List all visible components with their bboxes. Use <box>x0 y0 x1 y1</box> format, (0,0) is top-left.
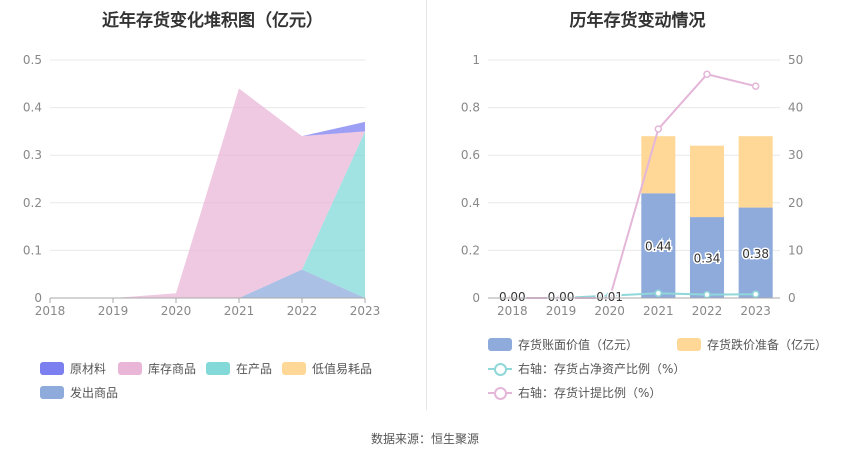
line-point <box>703 70 711 79</box>
x-tick-label: 2021 <box>224 304 255 318</box>
legend-label: 右轴：存货计提比例（%） <box>518 386 662 400</box>
right-chart-panel: 历年存货变动情况 0 0.2 0.4 0.6 0.8 1 0 10 20 30 40 50 0.00 0.… <box>425 0 850 420</box>
legend-label: 存货跌价准备（亿元） <box>707 338 828 352</box>
legend-item[interactable]: 发出商品 <box>40 384 118 401</box>
panel-divider <box>426 0 427 410</box>
legend-label: 发出商品 <box>70 386 119 400</box>
y-left-tick-label: 0.4 <box>461 196 480 210</box>
line-point <box>654 289 663 297</box>
x-tick-label: 2018 <box>35 304 66 318</box>
y-tick-label: 0.3 <box>23 148 42 162</box>
y-right-tick-label: 10 <box>788 243 803 257</box>
legend-item[interactable]: 存货跌价准备（亿元） <box>677 336 827 353</box>
legend-swatch <box>40 386 64 399</box>
bar-value-label: 0.01 <box>596 290 623 304</box>
bar-value-label: 0.00 <box>548 290 575 304</box>
legend-item[interactable]: 低值易耗品 <box>282 360 372 377</box>
x-tick-label: 2022 <box>692 304 723 318</box>
legend-item[interactable]: 在产品 <box>206 360 272 377</box>
legend-item[interactable]: 右轴：存货计提比例（%） <box>488 384 661 401</box>
y-tick-label: 0.1 <box>23 243 42 257</box>
right-chart-title: 历年存货变动情况 <box>569 11 706 31</box>
bar-value-label: 0.34 <box>694 252 721 266</box>
x-tick-label: 2020 <box>161 304 192 318</box>
legend-swatch <box>282 362 306 375</box>
bar-value-label: 0.44 <box>645 240 672 254</box>
left-chart-title: 近年存货变化堆积图（亿元） <box>102 11 323 31</box>
bar-segment-1 <box>641 136 676 194</box>
legend-label: 原材料 <box>70 362 107 376</box>
line-point <box>654 125 663 133</box>
y-left-tick-label: 1 <box>472 53 480 67</box>
x-tick-label: 2022 <box>287 304 318 318</box>
legend-swatch <box>118 362 142 375</box>
x-tick-label: 2023 <box>350 304 381 318</box>
y-right-tick-label: 0 <box>788 291 796 305</box>
bar-segment-0 <box>689 217 725 298</box>
data-source-note: 数据来源：恒生聚源 <box>370 432 479 446</box>
legend-swatch <box>488 362 512 376</box>
y-tick-label: 0 <box>34 291 42 305</box>
line-point <box>751 290 760 298</box>
y-left-tick-label: 0.8 <box>461 101 480 115</box>
line-point <box>703 290 711 299</box>
area-series-2 <box>50 131 365 298</box>
legend-item[interactable]: 右轴：存货占净资产比例（%） <box>488 360 685 377</box>
area-series-1 <box>50 88 365 298</box>
y-right-tick-label: 40 <box>788 101 803 115</box>
x-tick-label: 2019 <box>546 304 577 318</box>
bar-segment-0 <box>641 193 676 298</box>
x-tick-label: 2023 <box>740 304 771 318</box>
x-tick-label: 2019 <box>98 304 129 318</box>
y-right-tick-label: 20 <box>788 196 803 210</box>
stacked-area-chart: 0 0.1 0.2 0.3 0.4 0.5 2018 2019 2020 2021 2022 2023 <box>23 53 381 318</box>
legend-item[interactable]: 原材料 <box>40 360 106 377</box>
legend-item[interactable]: 存货账面价值（亿元） <box>488 336 638 353</box>
x-tick-label: 2021 <box>643 304 674 318</box>
legend-swatch <box>488 386 512 400</box>
bar-segment-1 <box>738 136 773 208</box>
x-tick-label: 2018 <box>497 304 528 318</box>
bar-value-label: 0.38 <box>742 247 769 261</box>
legend-label: 低值易耗品 <box>312 362 373 376</box>
y-left-tick-label: 0.6 <box>461 148 480 162</box>
line-point <box>751 82 760 90</box>
legend-item[interactable]: 库存商品 <box>118 360 196 377</box>
y-tick-label: 0.5 <box>23 53 42 67</box>
y-left-tick-label: 0 <box>472 291 480 305</box>
legend-swatch <box>677 338 701 351</box>
y-tick-label: 0.2 <box>23 196 42 210</box>
x-tick-label: 2020 <box>594 304 625 318</box>
legend-swatch <box>488 338 512 351</box>
legend-label: 在产品 <box>236 362 273 376</box>
legend-swatch <box>206 362 230 375</box>
bar-value-label: 0.00 <box>499 290 526 304</box>
y-right-tick-label: 50 <box>788 53 803 67</box>
bar-segment-0 <box>738 207 773 298</box>
left-chart-panel: 近年存货变化堆积图（亿元） 0 0.1 0.2 0.3 0.4 0.5 2018 2019 20… <box>0 0 425 420</box>
legend-swatch <box>40 362 64 375</box>
legend-label: 库存商品 <box>148 362 197 376</box>
y-right-tick-label: 30 <box>788 148 803 162</box>
bar-segment-1 <box>689 145 725 218</box>
legend-label: 右轴：存货占净资产比例（%） <box>518 362 686 376</box>
area-series-4 <box>50 269 365 298</box>
y-tick-label: 0.4 <box>23 101 42 115</box>
legend-label: 存货账面价值（亿元） <box>518 338 639 352</box>
y-left-tick-label: 0.2 <box>461 243 480 257</box>
